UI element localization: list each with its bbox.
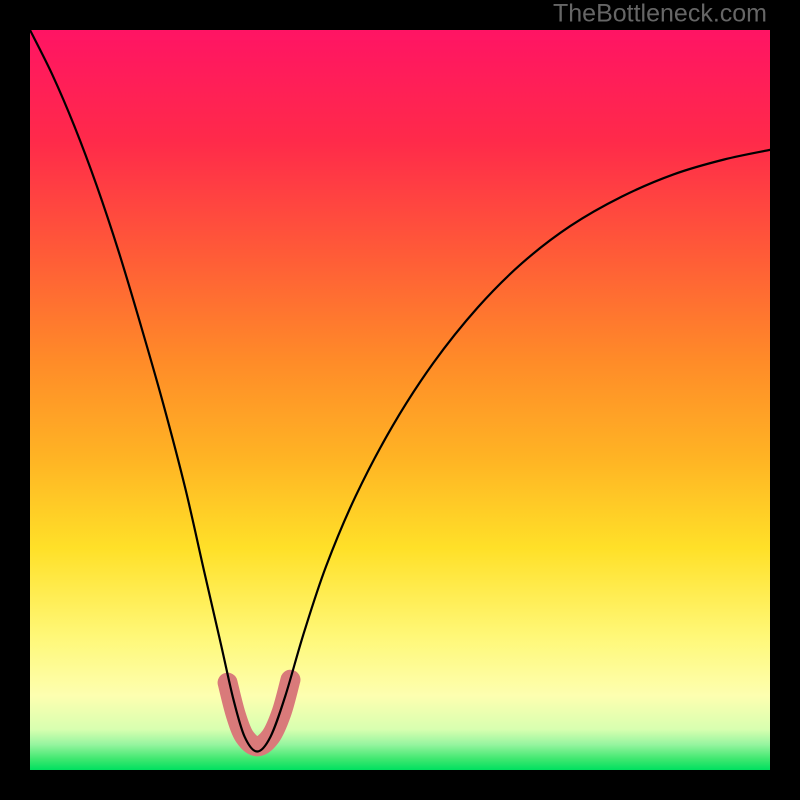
watermark-text: TheBottleneck.com bbox=[553, 0, 767, 28]
bottleneck-chart: TheBottleneck.com bbox=[0, 0, 800, 800]
chart-svg: TheBottleneck.com bbox=[0, 0, 800, 800]
plot-background bbox=[30, 30, 770, 770]
